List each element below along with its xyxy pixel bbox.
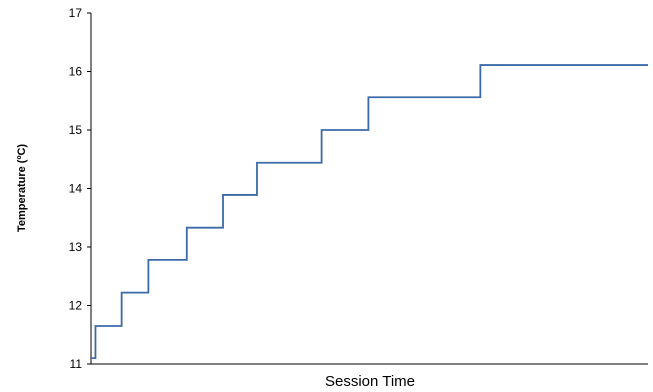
y-tick-label: 11 <box>70 357 83 371</box>
y-tick-label: 12 <box>69 299 83 313</box>
x-axis-title: Session Time <box>325 373 415 390</box>
y-tick-label: 13 <box>69 240 83 254</box>
y-tick-label: 14 <box>69 182 83 196</box>
y-tick-label: 16 <box>69 65 83 79</box>
y-tick-label: 17 <box>69 6 83 20</box>
series-group <box>91 64 648 360</box>
y-ticks: 11 12 13 14 15 16 17 <box>69 6 91 371</box>
y-axis-title: Temperature (ºC) <box>16 144 28 232</box>
series-line <box>91 64 648 360</box>
y-tick-label: 15 <box>69 123 83 137</box>
